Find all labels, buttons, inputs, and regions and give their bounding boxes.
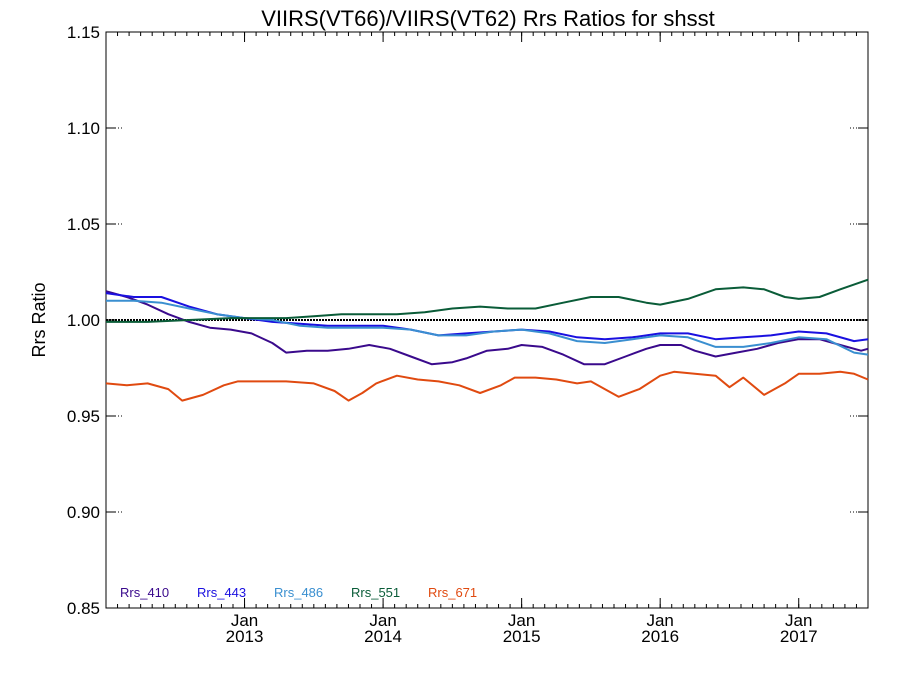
x-tick-label-month: Jan [785,611,812,630]
x-tick-label-month: Jan [646,611,673,630]
legend-entry-rrs-671: Rrs_671 [428,585,477,600]
x-tick-label-year: 2017 [780,627,818,646]
y-tick-label: 0.95 [67,407,100,426]
chart-title: VIIRS(VT66)/VIIRS(VT62) Rrs Ratios for s… [261,6,715,31]
x-tick-label-month: Jan [369,611,396,630]
x-tick-label-month: Jan [231,611,258,630]
legend-entry-rrs-410: Rrs_410 [120,585,169,600]
series-line-rrs-410 [105,290,869,366]
legend-entry-rrs-443: Rrs_443 [197,585,246,600]
y-axis-label: Rrs Ratio [29,282,49,357]
x-tick-label-year: 2014 [364,627,402,646]
legend-entry-rrs-486: Rrs_486 [274,585,323,600]
series-line-rrs-443 [105,292,869,343]
y-tick-label: 0.85 [67,599,100,618]
legend-entry-rrs-551: Rrs_551 [351,585,400,600]
series-line-rrs-486 [106,299,869,356]
y-tick-label: 0.90 [67,503,100,522]
series-line-rrs-551 [106,278,869,323]
series-line-rrs-671 [105,370,869,402]
y-tick-label: 1.00 [67,311,100,330]
x-tick-label-year: 2013 [226,627,264,646]
x-tick-label-year: 2015 [503,627,541,646]
x-tick-label-year: 2016 [641,627,679,646]
y-tick-label: 1.05 [67,215,100,234]
x-tick-label-month: Jan [508,611,535,630]
y-tick-label: 1.10 [67,119,100,138]
y-tick-label: 1.15 [67,23,100,42]
